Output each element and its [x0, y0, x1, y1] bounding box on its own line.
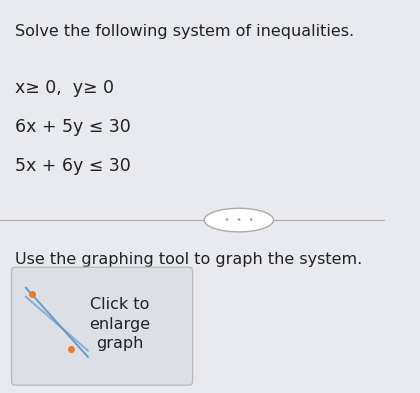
- Text: Use the graphing tool to graph the system.: Use the graphing tool to graph the syste…: [16, 252, 362, 266]
- Text: Click to: Click to: [90, 297, 149, 312]
- Ellipse shape: [204, 208, 273, 232]
- Text: graph: graph: [96, 336, 143, 351]
- Text: 5x + 6y ≤ 30: 5x + 6y ≤ 30: [16, 157, 131, 175]
- FancyBboxPatch shape: [12, 267, 193, 385]
- Text: Solve the following system of inequalities.: Solve the following system of inequaliti…: [16, 24, 354, 39]
- Text: 6x + 5y ≤ 30: 6x + 5y ≤ 30: [16, 118, 131, 136]
- Text: enlarge: enlarge: [89, 317, 150, 332]
- Text: x≥ 0,  y≥ 0: x≥ 0, y≥ 0: [16, 79, 114, 97]
- Text: •  •  •: • • •: [224, 215, 254, 225]
